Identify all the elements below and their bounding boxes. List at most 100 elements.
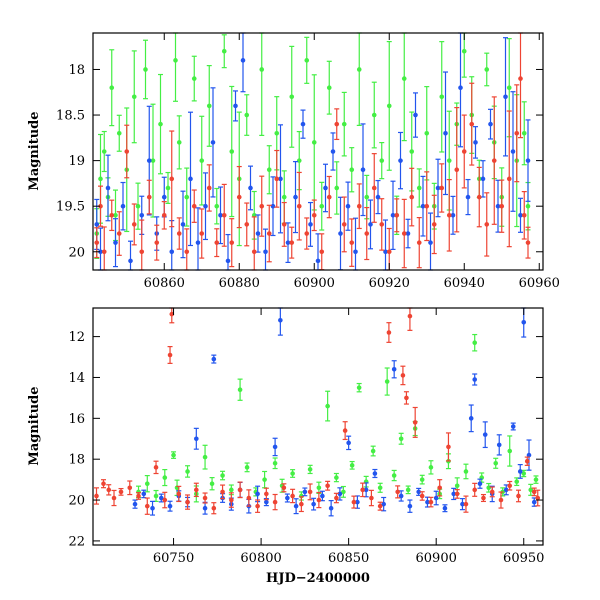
- data-point: [377, 503, 383, 509]
- data-point: [461, 149, 467, 154]
- data-point: [431, 222, 437, 227]
- y-tick-label: 20: [68, 245, 85, 260]
- data-point: [320, 493, 325, 499]
- data-point: [139, 213, 145, 218]
- data-point: [113, 213, 118, 218]
- bottom-y-axis-label: Magnitude: [27, 386, 42, 465]
- data-point: [507, 483, 513, 489]
- data-point: [346, 440, 351, 446]
- data-point: [349, 240, 355, 245]
- data-point: [136, 493, 141, 499]
- data-point: [499, 203, 505, 209]
- data-point: [398, 493, 404, 499]
- x-tick-label: 60850: [328, 551, 369, 566]
- data-point: [454, 167, 460, 173]
- data-point: [355, 499, 360, 505]
- data-point: [169, 176, 175, 182]
- data-point: [233, 103, 238, 109]
- data-point: [338, 231, 343, 236]
- data-point: [517, 469, 523, 474]
- data-point: [405, 487, 411, 493]
- data-point: [503, 94, 508, 100]
- data-point: [476, 194, 482, 200]
- data-point: [202, 505, 208, 511]
- data-point: [531, 499, 537, 505]
- y-tick-label: 14: [68, 371, 85, 386]
- data-point: [535, 495, 541, 501]
- data-point: [194, 436, 199, 442]
- data-point: [162, 497, 168, 503]
- data-point: [360, 167, 366, 173]
- data-point: [94, 222, 100, 227]
- data-point: [435, 185, 441, 191]
- data-point: [270, 203, 276, 209]
- data-point: [400, 373, 406, 378]
- data-point: [446, 444, 451, 450]
- data-point: [342, 428, 348, 433]
- data-point: [442, 505, 448, 511]
- data-point: [405, 231, 411, 236]
- data-point: [437, 485, 442, 491]
- data-point: [132, 501, 138, 507]
- data-point: [180, 222, 186, 227]
- data-point: [525, 158, 531, 163]
- data-point: [463, 501, 469, 507]
- y-tick-label: 22: [68, 534, 85, 549]
- data-point: [278, 317, 283, 323]
- data-point: [211, 356, 217, 362]
- data-point: [428, 499, 434, 505]
- top-plot-frame: [92, 32, 544, 271]
- data-point: [507, 448, 513, 454]
- data-point: [194, 487, 199, 493]
- data-point: [371, 112, 377, 118]
- data-point: [229, 497, 234, 503]
- data-point: [506, 176, 512, 182]
- data-point: [290, 471, 295, 476]
- y-tick-label: 19.5: [56, 200, 85, 215]
- data-point: [510, 424, 516, 429]
- data-point: [458, 85, 463, 90]
- data-point: [300, 121, 306, 127]
- data-point: [98, 249, 103, 255]
- data-point: [128, 258, 133, 264]
- data-point: [491, 158, 497, 163]
- data-point: [446, 213, 452, 218]
- x-tick-label: 60860: [144, 276, 185, 291]
- data-point: [135, 203, 141, 209]
- x-tick-label: 60960: [519, 276, 560, 291]
- data-point: [274, 130, 280, 136]
- data-point: [244, 222, 250, 227]
- data-point: [407, 503, 413, 509]
- data-point: [98, 203, 103, 209]
- data-point: [259, 67, 265, 72]
- data-point: [386, 330, 392, 335]
- data-point: [290, 493, 295, 499]
- data-point: [244, 112, 250, 118]
- data-point: [272, 460, 278, 466]
- data-point: [289, 94, 295, 100]
- data-point: [518, 213, 523, 218]
- data-point: [409, 149, 415, 154]
- data-point: [203, 203, 208, 209]
- y-tick-label: 18.5: [56, 109, 85, 124]
- x-tick-label: 60950: [503, 551, 544, 566]
- data-point: [255, 491, 260, 497]
- data-point: [101, 149, 107, 154]
- data-point: [372, 471, 378, 476]
- bottom-plot-frame: [92, 307, 544, 546]
- x-tick-label: 60750: [153, 551, 194, 566]
- data-point: [450, 213, 456, 218]
- data-point: [167, 503, 173, 509]
- data-point: [278, 176, 283, 182]
- data-point: [144, 481, 150, 487]
- data-point: [255, 231, 261, 236]
- data-point: [395, 489, 400, 495]
- data-point: [240, 58, 246, 63]
- data-point: [169, 249, 175, 255]
- data-point: [341, 121, 347, 127]
- data-point: [451, 491, 457, 497]
- data-point: [349, 167, 355, 173]
- data-point: [146, 158, 152, 163]
- data-point: [176, 140, 182, 145]
- data-point: [220, 489, 225, 495]
